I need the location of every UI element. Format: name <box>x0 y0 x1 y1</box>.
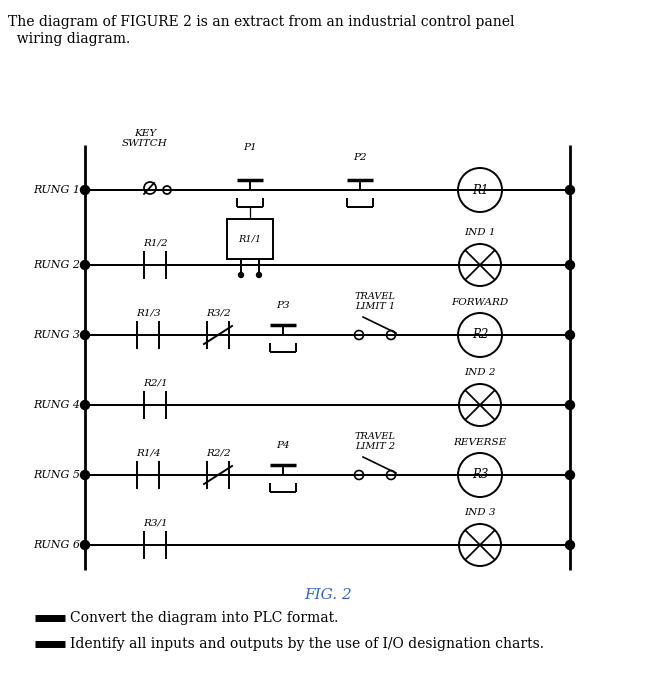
Text: RUNG 4: RUNG 4 <box>33 400 80 410</box>
Text: R1/2: R1/2 <box>143 239 168 248</box>
Text: IND 2: IND 2 <box>464 368 496 377</box>
Text: R3/1: R3/1 <box>143 519 168 528</box>
Circle shape <box>566 330 574 339</box>
Text: P3: P3 <box>276 301 290 310</box>
Text: REVERSE: REVERSE <box>453 438 507 447</box>
Text: R3: R3 <box>472 469 488 481</box>
Circle shape <box>81 260 90 269</box>
Text: P2: P2 <box>353 153 367 162</box>
Text: R1/3: R1/3 <box>136 309 160 318</box>
Text: P4: P4 <box>276 441 290 450</box>
Text: FIG. 2: FIG. 2 <box>304 588 352 602</box>
Text: P1: P1 <box>243 143 257 152</box>
Text: FORWARD: FORWARD <box>451 298 509 307</box>
Text: R3/2: R3/2 <box>206 309 230 318</box>
Circle shape <box>238 273 244 277</box>
Text: R1/1: R1/1 <box>238 235 261 243</box>
Circle shape <box>81 330 90 339</box>
Text: IND 3: IND 3 <box>464 508 496 517</box>
Text: IND 1: IND 1 <box>464 228 496 237</box>
Text: R1/4: R1/4 <box>136 449 160 458</box>
Text: RUNG 3: RUNG 3 <box>33 330 80 340</box>
Text: RUNG 5: RUNG 5 <box>33 470 80 480</box>
Circle shape <box>566 260 574 269</box>
Text: RUNG 6: RUNG 6 <box>33 540 80 550</box>
Text: R2/2: R2/2 <box>206 449 230 458</box>
Bar <box>227 219 273 259</box>
Text: wiring diagram.: wiring diagram. <box>8 32 130 46</box>
Text: R2/1: R2/1 <box>143 379 168 388</box>
Text: The diagram of FIGURE 2 is an extract from an industrial control panel: The diagram of FIGURE 2 is an extract fr… <box>8 15 515 29</box>
Circle shape <box>81 471 90 479</box>
Text: RUNG 2: RUNG 2 <box>33 260 80 270</box>
Text: Identify all inputs and outputs by the use of I/O designation charts.: Identify all inputs and outputs by the u… <box>70 637 544 651</box>
Circle shape <box>566 471 574 479</box>
Circle shape <box>566 541 574 549</box>
Circle shape <box>81 541 90 549</box>
Text: Convert the diagram into PLC format.: Convert the diagram into PLC format. <box>70 611 339 625</box>
Circle shape <box>81 401 90 409</box>
Text: TRAVEL
LIMIT 2: TRAVEL LIMIT 2 <box>354 432 395 451</box>
Circle shape <box>257 273 261 277</box>
Text: TRAVEL
LIMIT 1: TRAVEL LIMIT 1 <box>354 292 395 311</box>
Text: KEY
SWITCH: KEY SWITCH <box>122 129 168 148</box>
Circle shape <box>566 401 574 409</box>
Text: R2: R2 <box>472 328 488 341</box>
Circle shape <box>566 186 574 194</box>
Circle shape <box>81 186 90 194</box>
Text: R1: R1 <box>472 184 488 197</box>
Text: RUNG 1: RUNG 1 <box>33 185 80 195</box>
